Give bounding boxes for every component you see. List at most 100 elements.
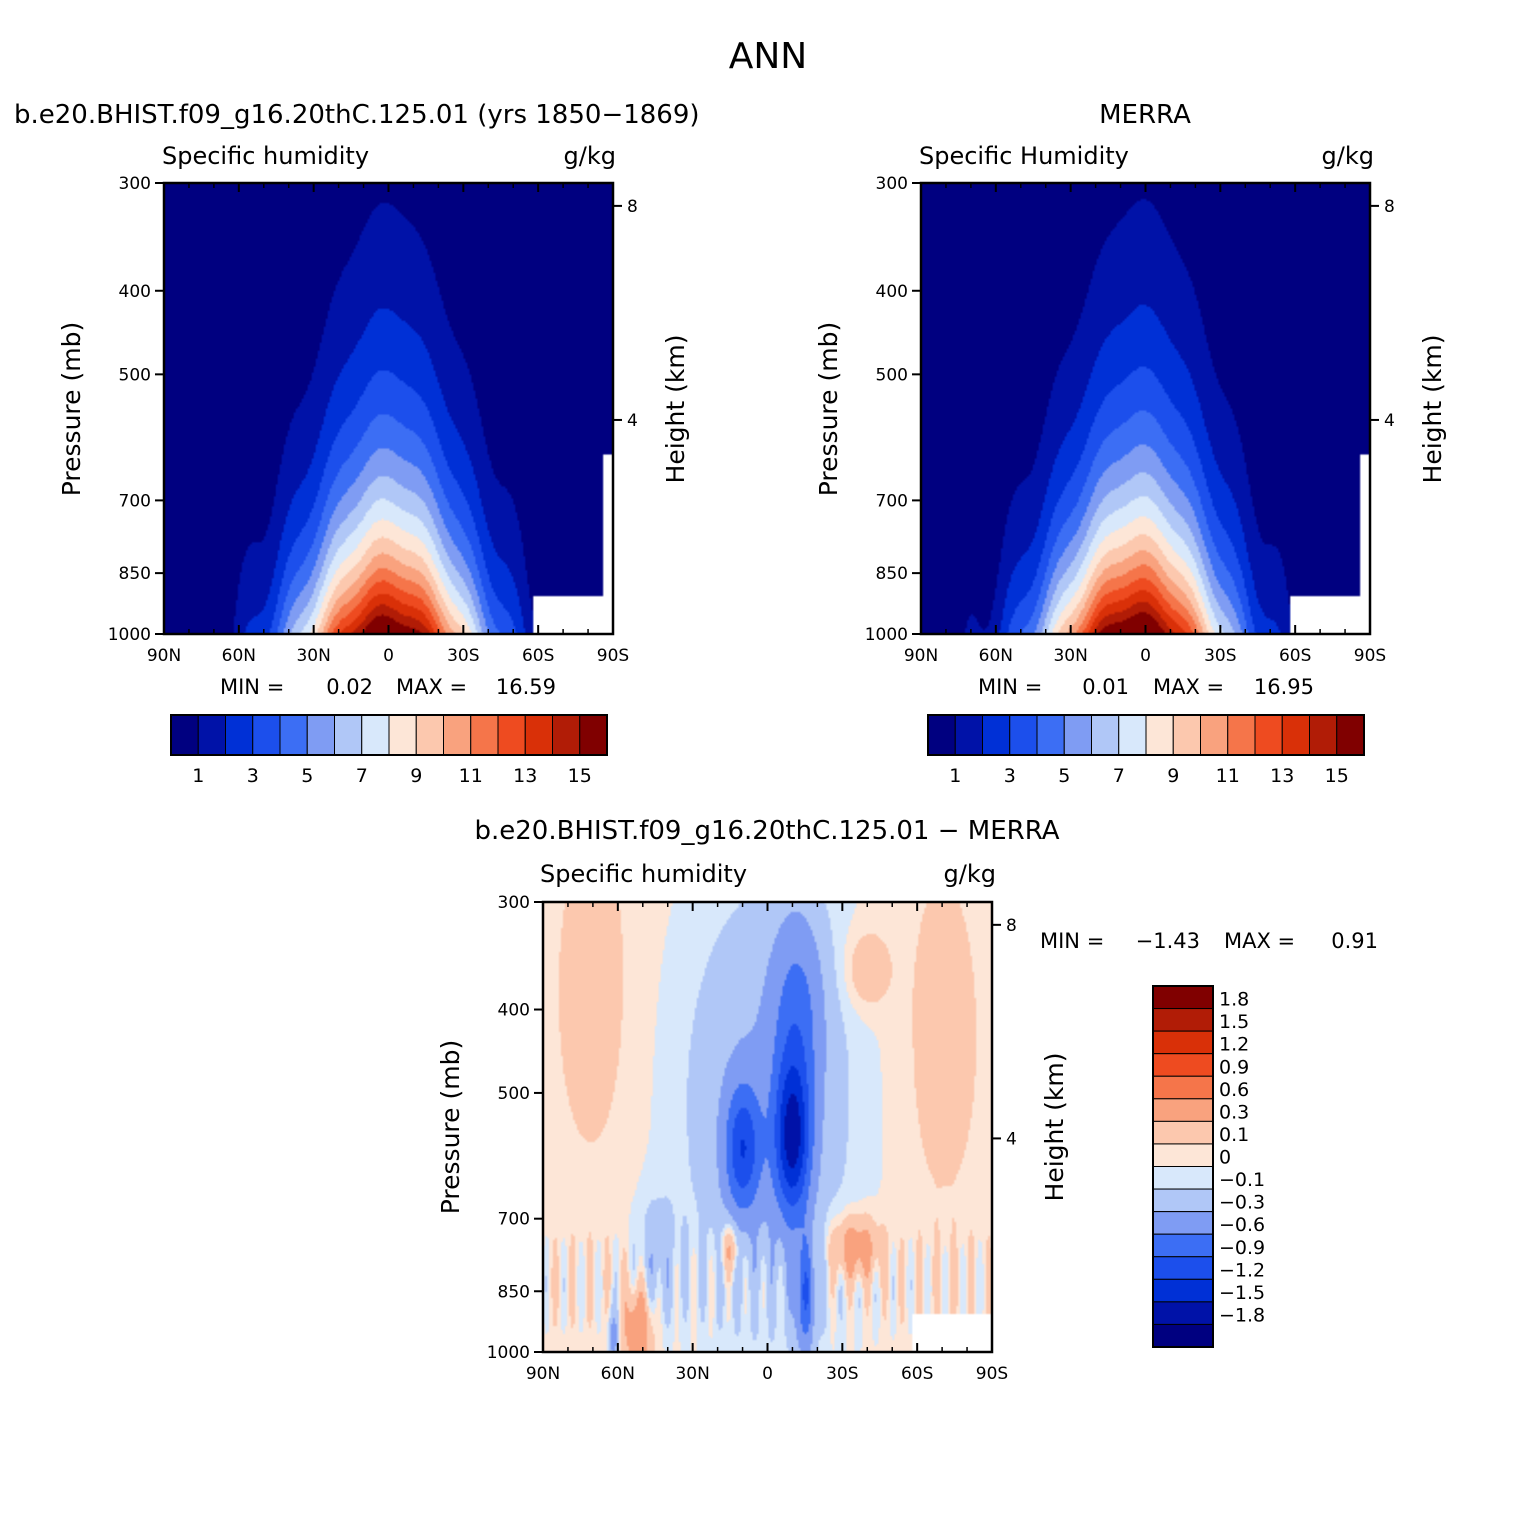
- panel-diff-colorbar-swatch: [1152, 1323, 1214, 1348]
- panel-diff-colorbar-swatch: [1152, 1075, 1214, 1100]
- panel-diff-colorbar-swatch: [1152, 1008, 1214, 1032]
- panel-model-xtick-label: 60N: [222, 646, 256, 666]
- panel-diff-colorbar-label: −1.8: [1219, 1304, 1265, 1326]
- panel-obs-colorbar-label: 3: [1004, 765, 1016, 787]
- panel-diff-colorbar-swatch: [1152, 1030, 1214, 1055]
- panel-diff: b.e20.BHIST.f09_g16.20thC.125.01 − MERRA…: [436, 816, 1378, 1384]
- panel-model-colorbar-swatch: [388, 714, 417, 756]
- panel-model-colorbar-swatch: [225, 714, 254, 756]
- panel-obs-colorbar-label: 7: [1113, 765, 1125, 787]
- panel-obs-max-label: MAX =: [1153, 675, 1224, 699]
- panel-diff-colorbar-swatch: [1152, 1278, 1214, 1303]
- panel-diff-colorbar-label: 1.8: [1219, 989, 1249, 1011]
- panel-diff-colorbar-label: 0.6: [1219, 1079, 1249, 1101]
- panel-model-ytick-label: 850: [119, 564, 151, 584]
- panel-diff-min-value: −1.43: [1136, 929, 1200, 953]
- panel-diff-colorbar-label: −1.5: [1219, 1282, 1265, 1304]
- panel-model-rtick-label: 4: [627, 411, 638, 431]
- panel-model-colorbar-swatch: [552, 714, 581, 756]
- panel-model-field: [164, 183, 613, 634]
- panel-model-colorbar-label: 5: [301, 765, 313, 787]
- panel-model-ytick-label: 1000: [108, 625, 151, 645]
- panel-diff-ylabel-right: Height (km): [1040, 1053, 1069, 1202]
- panel-diff-units: g/kg: [944, 860, 996, 888]
- panel-diff-max-value: 0.91: [1331, 929, 1378, 953]
- panel-obs-xtick-label: 90S: [1354, 646, 1386, 666]
- panel-diff-axes: 90N 60N 30N 0 30S 60S 90S 300 400 500 700 850 1000 8 4: [487, 893, 1017, 1384]
- panel-model-colorbar-label: 3: [247, 765, 259, 787]
- panel-diff-ytick-label: 700: [498, 1210, 530, 1230]
- panel-model-xtick-label: 30N: [296, 646, 330, 666]
- panel-obs-variable: Specific Humidity: [919, 142, 1129, 170]
- panel-diff-colorbar-label: −1.2: [1219, 1259, 1265, 1281]
- panel-diff-colorbar-label: 1.5: [1219, 1011, 1249, 1033]
- panel-diff-xtick-label: 0: [762, 1364, 773, 1384]
- panel-diff-colorbar-swatch: [1152, 1188, 1214, 1213]
- panel-obs-colorbar-label: 1: [949, 765, 961, 787]
- panel-model-colorbar-label: 15: [568, 765, 592, 787]
- panel-model-xtick-label: 60S: [522, 646, 554, 666]
- panel-diff-ytick-label: 1000: [487, 1343, 530, 1363]
- panel-model-ytick-label: 700: [119, 491, 151, 511]
- panel-model-colorbar-swatch: [470, 714, 499, 756]
- panel-obs-title: MERRA: [1099, 100, 1191, 130]
- panel-diff-colorbar-swatch: [1152, 1233, 1214, 1258]
- panel-diff-ytick-label: 850: [498, 1282, 530, 1302]
- panel-model: b.e20.BHIST.f09_g16.20thC.125.01 (yrs 18…: [14, 100, 700, 787]
- panel-obs-ytick-label: 700: [876, 491, 908, 511]
- panel-model-colorbar-swatch: [579, 714, 608, 756]
- panel-diff-colorbar-label: 0.3: [1219, 1101, 1249, 1123]
- panel-obs-xtick-label: 60S: [1279, 646, 1311, 666]
- panel-model-colorbar-swatch: [279, 714, 308, 756]
- panel-model-colorbar-swatch: [497, 714, 526, 756]
- panel-diff-rtick-label: 8: [1006, 916, 1017, 936]
- panel-obs-colorbar-swatch: [1309, 714, 1338, 756]
- panel-diff-xtick-label: 30N: [675, 1364, 709, 1384]
- main-title: ANN: [729, 36, 808, 77]
- panel-model-min-label: MIN =: [220, 675, 284, 699]
- panel-obs-ytick-label: 1000: [865, 625, 908, 645]
- panel-model-min-value: 0.02: [326, 675, 373, 699]
- panel-obs-colorbar-swatch: [1336, 714, 1365, 756]
- panel-diff-colorbar-swatch: [1152, 1301, 1214, 1325]
- panel-obs-colorbar-label: 13: [1270, 765, 1294, 787]
- panel-diff-ytick-label: 500: [498, 1084, 530, 1104]
- panel-obs-colorbar-label: 9: [1167, 765, 1179, 787]
- panel-diff-colorbar-label: −0.1: [1219, 1169, 1265, 1191]
- panel-diff-colorbar-swatch: [1152, 1256, 1214, 1280]
- panel-obs-ytick-label: 850: [876, 564, 908, 584]
- panel-diff-colorbar-label: −0.6: [1219, 1214, 1265, 1236]
- panel-diff-xtick-label: 60S: [901, 1364, 933, 1384]
- panel-model-xtick-label: 0: [383, 646, 394, 666]
- panel-model-colorbar-swatch: [197, 714, 226, 756]
- panel-obs-xtick-label: 0: [1140, 646, 1151, 666]
- panel-obs-colorbar-swatch: [1254, 714, 1283, 756]
- panel-diff-xtick-label: 90S: [976, 1364, 1008, 1384]
- panel-model-colorbar-swatch: [361, 714, 390, 756]
- panel-obs-colorbar-swatch: [954, 714, 983, 756]
- panel-obs-xtick-label: 30N: [1053, 646, 1087, 666]
- panel-model-colorbar-swatch: [524, 714, 553, 756]
- panel-obs-colorbar-swatch: [1036, 714, 1065, 756]
- panel-obs-colorbar-swatch: [1063, 714, 1092, 756]
- panel-diff-colorbar-label: 0.1: [1219, 1124, 1249, 1146]
- panel-obs-colorbar-swatch: [1281, 714, 1310, 756]
- panel-model-ytick-label: 400: [119, 282, 151, 302]
- panel-obs-ylabel: Pressure (mb): [814, 322, 843, 496]
- panel-model-colorbar-frame: [170, 714, 608, 756]
- panel-model-colorbar-swatch: [252, 714, 281, 756]
- panel-obs-xtick-label: 90N: [904, 646, 938, 666]
- panel-model-max-label: MAX =: [396, 675, 467, 699]
- panel-obs-colorbar-label: 15: [1325, 765, 1349, 787]
- panel-model-xtick-label: 30S: [447, 646, 479, 666]
- panel-model-variable: Specific humidity: [162, 142, 369, 170]
- panel-obs-xtick-label: 30S: [1204, 646, 1236, 666]
- panel-diff-min-label: MIN =: [1040, 929, 1104, 953]
- panel-diff-ytick-label: 300: [498, 893, 530, 913]
- panel-model-ytick-label: 300: [119, 174, 151, 194]
- panel-obs-ylabel-right: Height (km): [1418, 335, 1447, 484]
- panel-diff-colorbar-label: −0.3: [1219, 1192, 1265, 1214]
- panel-model-colorbar-swatch: [415, 714, 444, 756]
- panel-model-colorbar-label: 9: [410, 765, 422, 787]
